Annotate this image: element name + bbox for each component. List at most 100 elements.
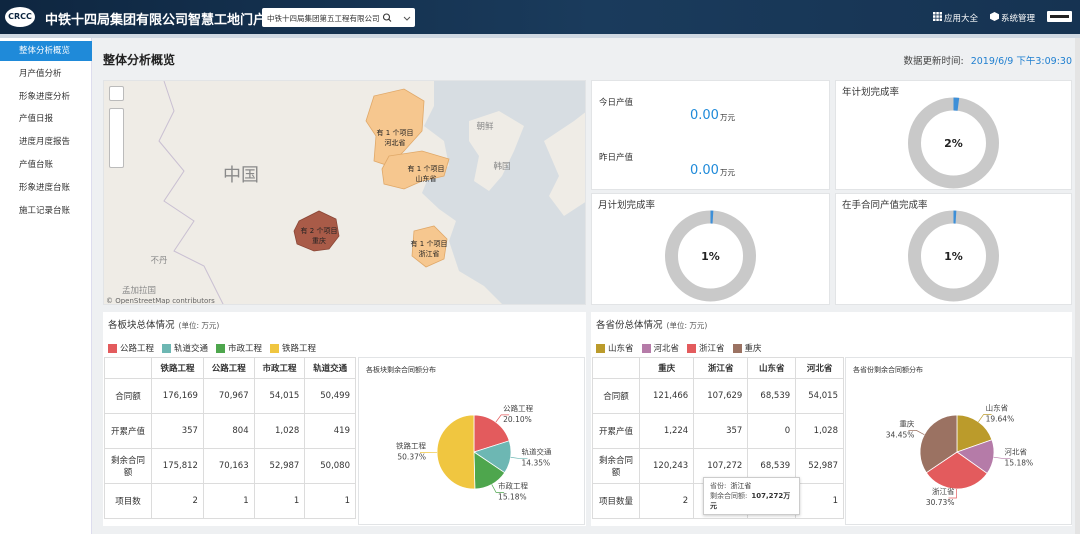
pie-slice[interactable] [925, 451, 988, 490]
legend-item[interactable]: 市政工程 [216, 342, 262, 354]
legend-label: 铁路工程 [282, 344, 317, 354]
table-corner [592, 357, 640, 379]
table-cell[interactable]: 68,539 [747, 378, 797, 414]
section-title: 各省份总体情况 [596, 320, 663, 331]
table-header-cell: 山东省 [747, 357, 797, 379]
region-name: 重庆 [312, 236, 326, 245]
pie-leader [948, 488, 957, 499]
map-border [158, 81, 224, 304]
table-cell[interactable]: 2 [638, 483, 695, 519]
table-row-label: 项目数量 [592, 483, 640, 519]
region-count: 有 1 个项目 [377, 128, 414, 137]
table-cell[interactable]: 357 [693, 413, 749, 449]
table-cell[interactable]: 107,629 [693, 378, 749, 414]
legend-label: 公路工程 [120, 344, 155, 354]
table-row-label: 合同额 [104, 378, 152, 414]
legend-label: 轨道交通 [174, 344, 209, 354]
table-row: 开累产值 1,224 357 0 1,028 [592, 413, 844, 449]
section-unit: (单位: 万元) [666, 321, 708, 330]
select-icons [382, 13, 411, 22]
tooltip-value: 107,272万元 [710, 492, 791, 510]
sidebar-item[interactable]: 产值台账 [19, 160, 54, 170]
table-row-label: 剩余合同额 [104, 448, 152, 484]
company-select-text: 中铁十四局集团第五工程有限公司 [267, 14, 380, 23]
legend-item[interactable]: 轨道交通 [162, 342, 208, 354]
legend-item[interactable]: 山东省 [596, 342, 634, 354]
table-cell[interactable]: 54,015 [253, 378, 306, 414]
gauge: 2% [908, 97, 999, 189]
table-cell[interactable]: 120,243 [638, 448, 695, 484]
legend-swatch [108, 343, 117, 353]
table-cell[interactable]: 176,169 [151, 378, 204, 414]
page-title: 整体分析概览 [103, 53, 176, 67]
table-cell[interactable]: 1 [304, 483, 356, 519]
update-label: 数据更新时间: [903, 56, 964, 67]
pie-leader [978, 414, 992, 423]
user-badge[interactable] [1047, 11, 1072, 22]
table-cell[interactable]: 175,812 [151, 448, 204, 484]
logo[interactable]: CRCC [5, 7, 35, 27]
header: CRCC 中铁十四局集团有限公司智慧工地门户 中铁十四局集团第五工程有限公司 应… [0, 0, 1080, 34]
region-shandong[interactable] [381, 150, 450, 190]
sidebar-item[interactable]: 形象进度分析 [19, 91, 71, 102]
legend-swatch [732, 343, 742, 353]
region-count: 有 1 个项目 [408, 164, 445, 173]
region-name: 河北省 [385, 138, 406, 147]
sidebar-item[interactable]: 进度月度报告 [19, 137, 71, 148]
pie-slice[interactable] [473, 414, 510, 453]
legend-item[interactable]: 河北省 [641, 342, 679, 354]
map-label: 孟加拉国 [122, 285, 156, 296]
table-header-cell: 轨道交通 [304, 357, 356, 379]
table-cell[interactable]: 121,466 [638, 378, 695, 414]
tooltip-value: 浙江省 [730, 482, 752, 490]
table-cell[interactable]: 1,028 [253, 413, 306, 449]
sidebar-item[interactable]: 产值日报 [19, 114, 54, 125]
map-sea [422, 81, 585, 304]
sidebar-item[interactable]: 月产值分析 [19, 68, 62, 79]
pie-value-label: 50.37% [397, 453, 426, 462]
map-label: 韩国 [493, 161, 510, 172]
table-cell[interactable]: 52,987 [795, 448, 844, 484]
legend-swatch [596, 343, 605, 353]
company-select[interactable]: 中铁十四局集团第五工程有限公司 [262, 8, 415, 27]
menu-apps[interactable]: 应用大全 [944, 14, 979, 24]
legend-item[interactable]: 重庆 [732, 342, 762, 354]
pie-slice[interactable] [436, 414, 476, 490]
table-cell[interactable]: 804 [202, 413, 255, 449]
region-chongqing[interactable] [293, 210, 340, 252]
portal-title: 中铁十四局集团有限公司智慧工地门户 [45, 13, 267, 28]
table-cell[interactable]: 419 [304, 413, 356, 449]
legend-item[interactable]: 公路工程 [108, 342, 154, 354]
today-unit: 万元 [720, 113, 735, 122]
table-cell[interactable]: 52,987 [253, 448, 306, 484]
gauge-title: 年计划完成率 [842, 87, 900, 98]
table-cell[interactable]: 1,028 [795, 413, 844, 449]
table-cell[interactable]: 357 [151, 413, 204, 449]
legend-item[interactable]: 铁路工程 [270, 342, 316, 354]
table-cell[interactable]: 2 [151, 483, 204, 519]
table-cell[interactable]: 1,224 [638, 413, 695, 449]
table-cell[interactable]: 54,015 [795, 378, 844, 414]
table-cell[interactable]: 50,499 [304, 378, 356, 414]
legend-swatch [687, 343, 697, 353]
region-zhejiang[interactable] [411, 225, 448, 268]
table-cell[interactable]: 1 [253, 483, 306, 519]
menu-settings[interactable]: 系统管理 [1001, 14, 1036, 24]
table-cell[interactable]: 70,967 [202, 378, 255, 414]
table-cell[interactable]: 70,163 [202, 448, 255, 484]
sidebar-item[interactable]: 整体分析概览 [0, 41, 92, 61]
legend: 公路工程 轨道交通 市政工程 铁路工程 [108, 342, 324, 354]
legend-item[interactable]: 浙江省 [687, 342, 725, 354]
table-cell[interactable]: 1 [795, 483, 844, 519]
sidebar-item[interactable]: 形象进度台账 [19, 182, 71, 193]
gauge-value: 1% [944, 250, 963, 263]
legend-label: 浙江省 [699, 344, 725, 354]
section-heading: 各板块总体情况 (单位: 万元) [108, 317, 219, 331]
sidebar-item[interactable]: 施工记录台账 [19, 205, 71, 216]
table-cell[interactable]: 50,080 [304, 448, 356, 484]
table-cell[interactable]: 1 [202, 483, 255, 519]
map-search[interactable] [109, 86, 124, 101]
pie-value-label: 30.73% [926, 498, 955, 507]
table-cell[interactable]: 0 [747, 413, 797, 449]
map-zoom-controls[interactable] [109, 108, 124, 168]
